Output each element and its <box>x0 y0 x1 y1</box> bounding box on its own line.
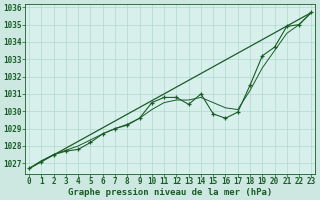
X-axis label: Graphe pression niveau de la mer (hPa): Graphe pression niveau de la mer (hPa) <box>68 188 272 197</box>
